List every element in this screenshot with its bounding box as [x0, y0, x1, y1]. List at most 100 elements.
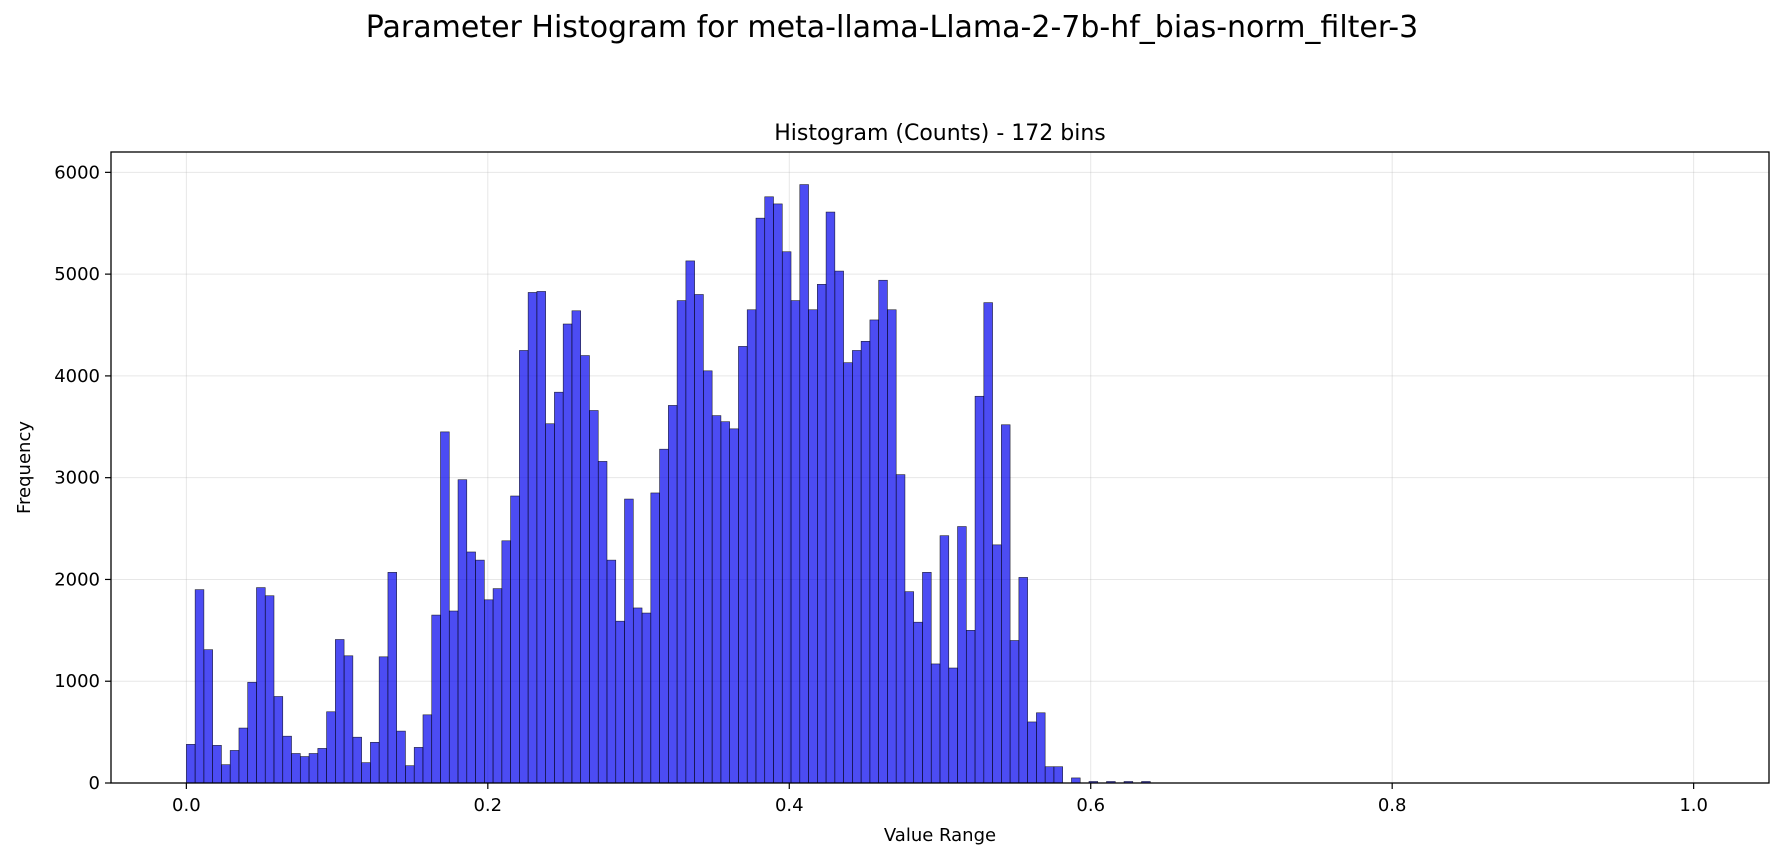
histogram-bar [396, 730, 406, 784]
y-tick-label: 1000 [54, 671, 100, 692]
histogram-bar [641, 612, 652, 784]
histogram-bar [1036, 712, 1046, 784]
histogram-bar [317, 748, 327, 784]
y-tick-label: 0 [89, 773, 100, 794]
histogram-bar [247, 681, 257, 784]
histogram-bar [632, 607, 643, 784]
histogram-bar [431, 614, 441, 784]
histogram-bar [606, 559, 617, 784]
histogram-bar [597, 461, 608, 784]
histogram-bar [343, 655, 354, 784]
histogram-bar [790, 300, 801, 784]
y-axis-ticks: 0 1000 2000 3000 4000 5000 6000 [54, 162, 111, 794]
histogram-bar [895, 474, 906, 784]
histogram-bar [825, 211, 836, 784]
histogram-bar [904, 591, 915, 784]
histogram-bar [256, 587, 266, 784]
histogram-bar [1071, 777, 1081, 784]
y-tick-label: 6000 [54, 162, 100, 183]
histogram-bar [519, 350, 529, 784]
histogram-bar [729, 428, 739, 784]
figure-title: Parameter Histogram for meta-llama-Llama… [365, 10, 1419, 45]
y-tick-label: 5000 [54, 264, 100, 285]
histogram-bar [571, 310, 582, 784]
histogram-bars [186, 184, 1151, 784]
histogram-bar [299, 756, 310, 784]
x-tick-label: 0.8 [1378, 795, 1407, 816]
histogram-bar [501, 540, 511, 784]
histogram-bar [273, 696, 284, 784]
histogram-bar [580, 355, 590, 784]
histogram-bar [492, 588, 503, 784]
histogram-bar [817, 284, 827, 784]
histogram-bar [711, 415, 722, 784]
axes-title: Histogram (Counts) - 172 bins [774, 121, 1105, 146]
histogram-bar [852, 350, 862, 784]
histogram-bar [694, 294, 704, 784]
histogram-bar [264, 595, 275, 784]
histogram-bar [589, 410, 599, 784]
histogram-bar [212, 745, 222, 784]
histogram-bar [913, 621, 923, 784]
histogram-bar [1044, 766, 1055, 784]
histogram-bar [764, 196, 774, 784]
histogram-bar [352, 736, 362, 784]
histogram-bar [484, 599, 494, 784]
histogram-bar [668, 405, 678, 784]
histogram-bar [922, 572, 932, 784]
histogram-bar [1001, 424, 1011, 784]
histogram-bar [326, 711, 336, 784]
histogram-bar [738, 346, 748, 784]
histogram-bar [1009, 640, 1020, 784]
x-tick-label: 0.2 [473, 795, 502, 816]
histogram-bar [974, 395, 985, 784]
histogram-bar [194, 589, 205, 784]
histogram-bar [440, 431, 450, 784]
histogram-bar [878, 279, 888, 784]
histogram-bar [746, 309, 757, 784]
histogram-bar [203, 649, 213, 784]
histogram-bar [466, 551, 476, 784]
histogram-bar [405, 765, 415, 784]
histogram-bar [282, 735, 292, 784]
histogram-bar [659, 448, 669, 784]
x-tick-label: 0.6 [1076, 795, 1105, 816]
histogram-bar [615, 620, 625, 784]
histogram-bar [992, 544, 1002, 784]
histogram-bar [457, 479, 468, 784]
histogram-bar [676, 300, 687, 784]
histogram-bar [965, 630, 976, 784]
y-axis-label: Frequency [14, 421, 35, 514]
x-tick-label: 0.4 [775, 795, 804, 816]
y-tick-label: 3000 [54, 468, 100, 489]
histogram-bar [413, 747, 424, 784]
histogram-bar [361, 762, 371, 784]
x-tick-label: 0.0 [172, 795, 201, 816]
histogram-bar [1018, 577, 1028, 784]
histogram-bar [536, 291, 546, 784]
histogram-bar [475, 559, 485, 784]
histogram-bar [229, 750, 240, 784]
histogram-bar [773, 203, 783, 784]
histogram-bar [378, 656, 389, 784]
histogram-bar [860, 340, 871, 784]
y-tick-label: 4000 [54, 366, 100, 387]
histogram-bar [308, 753, 319, 784]
histogram-bar [291, 753, 301, 784]
histogram-bar [238, 727, 249, 784]
histogram-bar [983, 302, 993, 784]
histogram-bar [510, 495, 520, 784]
x-tick-label: 1.0 [1679, 795, 1708, 816]
histogram-bar [755, 217, 766, 784]
histogram-bar [834, 270, 844, 784]
histogram-bar [448, 610, 459, 784]
histogram-bar [685, 260, 695, 784]
histogram-bar [387, 572, 397, 784]
histogram-bar [221, 764, 231, 784]
histogram-bar [869, 319, 879, 784]
histogram-bar [545, 423, 555, 784]
x-axis-label: Value Range [884, 825, 996, 846]
histogram-bar [720, 421, 730, 784]
histogram-bar [527, 292, 538, 784]
